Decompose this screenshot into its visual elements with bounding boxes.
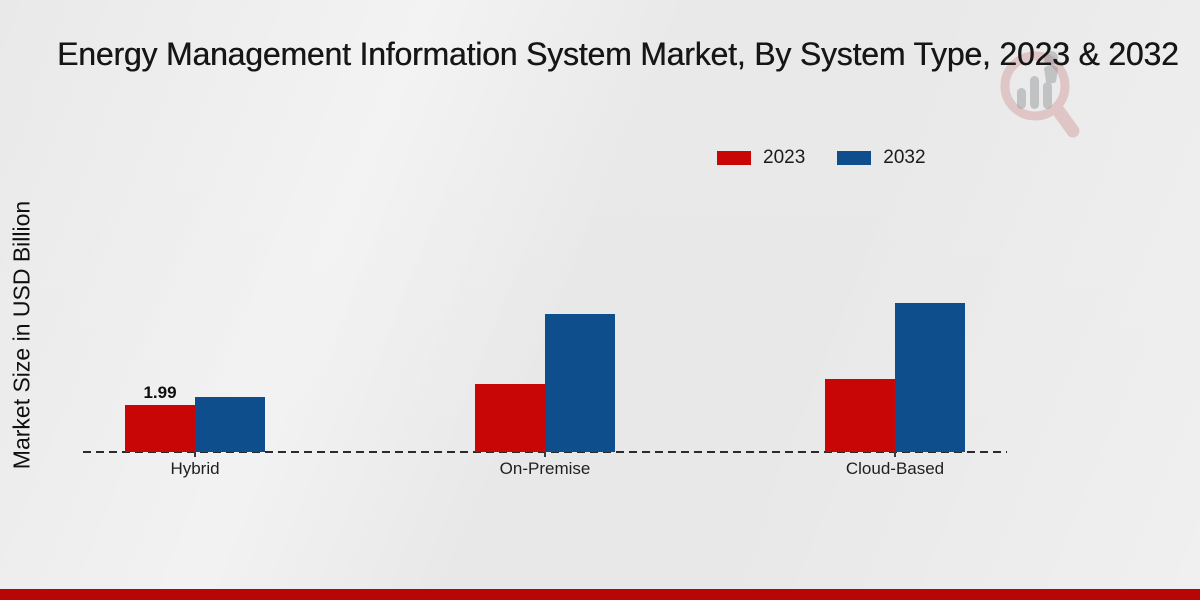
category-label-hybrid: Hybrid (170, 459, 220, 478)
category-label-on-premise: On-Premise (499, 459, 591, 478)
x-tick-on-premise (544, 452, 546, 457)
legend-label-2023: 2023 (763, 147, 806, 168)
footer-accent-bar (0, 589, 1200, 600)
y-axis-label: Market Size in USD Billion (8, 200, 35, 470)
bar-hybrid-2023: 1.99 (125, 383, 195, 452)
bar-value-label-hybrid-2023: 1.99 (143, 383, 177, 402)
bar-on-premise-2023 (475, 384, 545, 452)
bar-cloud-based-2032 (895, 303, 965, 452)
bar-on-premise-2032 (545, 314, 615, 452)
legend-item-2032: 2032 (837, 147, 926, 168)
x-tick-hybrid (194, 452, 196, 457)
bar-hybrid-2032 (195, 397, 265, 452)
bar-group-cloud-based (825, 303, 965, 452)
legend-label-2032: 2032 (883, 147, 926, 168)
bar-group-hybrid: 1.99 (125, 383, 265, 452)
legend: 2023 2032 (717, 147, 926, 168)
legend-swatch-2032 (837, 151, 872, 165)
category-label-cloud-based: Cloud-Based (845, 459, 945, 478)
x-tick-cloud-based (894, 452, 896, 457)
chart-title: Energy Management Information System Mar… (57, 36, 1179, 72)
legend-item-2023: 2023 (717, 147, 806, 168)
legend-swatch-2023 (717, 151, 751, 165)
bar-cloud-based-2023 (825, 379, 895, 452)
bar-group-on-premise (475, 314, 615, 452)
magnifier-bar-chart-watermark-icon (995, 38, 1095, 153)
